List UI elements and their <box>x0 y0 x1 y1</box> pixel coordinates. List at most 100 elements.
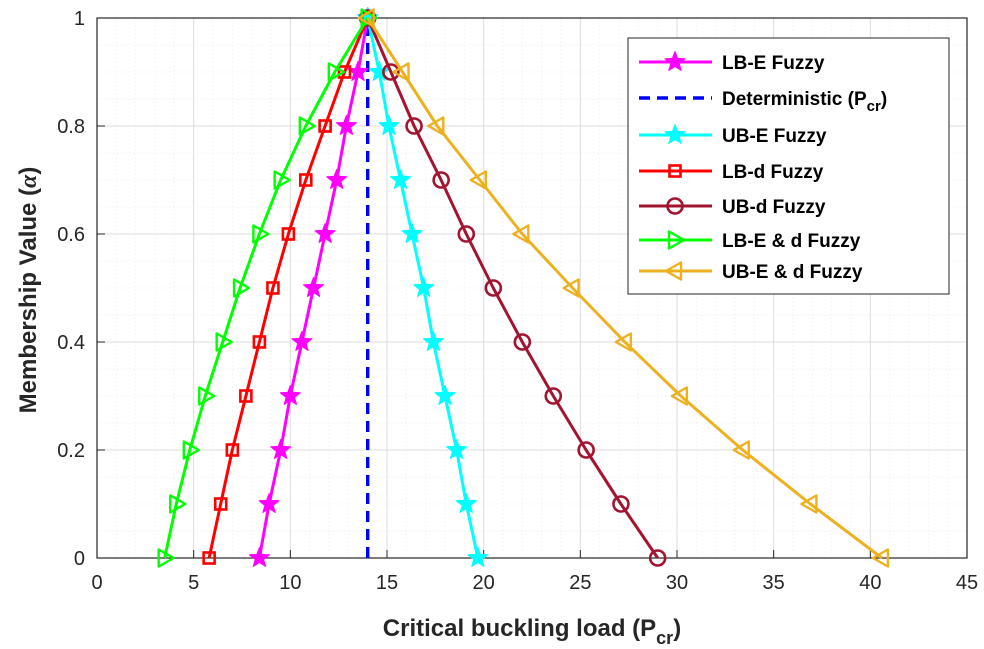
legend-item-ub-d-fuzzy: UB-d Fuzzy <box>639 197 826 218</box>
data-point <box>562 278 580 298</box>
x-tick-label: 40 <box>859 572 881 594</box>
x-tick-label: 25 <box>569 572 591 594</box>
y-tick-label: 0.8 <box>57 116 85 138</box>
data-point <box>413 277 435 297</box>
legend-label: UB-E Fuzzy <box>722 126 827 147</box>
data-point <box>298 116 316 136</box>
data-point <box>800 494 818 514</box>
x-tick-label: 20 <box>473 572 495 594</box>
data-point <box>266 281 280 295</box>
series-line <box>207 17 370 559</box>
series-ub-e-fuzzy <box>357 7 489 567</box>
y-axis-label: Membership Value (α) <box>15 167 42 414</box>
x-tick-label: 30 <box>666 572 688 594</box>
series-line <box>163 17 369 559</box>
legend-marker <box>664 51 686 71</box>
legend-item-lb-e-fuzzy: LB-E Fuzzy <box>639 51 825 74</box>
data-point <box>213 497 228 511</box>
legend-label: Deterministic (Pcr) <box>722 89 887 115</box>
data-point <box>279 385 301 405</box>
series-group <box>157 7 890 568</box>
legend-item-lb-d-fuzzy: LB-d Fuzzy <box>639 162 824 183</box>
data-point <box>326 169 348 189</box>
data-point <box>390 169 411 189</box>
data-point <box>512 224 530 244</box>
data-point <box>457 225 476 243</box>
data-point <box>427 116 445 136</box>
legend-label: UB-E & d Fuzzy <box>722 262 863 283</box>
data-point <box>298 173 313 187</box>
data-point <box>215 332 233 352</box>
data-point <box>239 389 253 403</box>
data-point <box>182 440 201 460</box>
data-point <box>434 385 456 405</box>
data-point <box>732 440 750 460</box>
data-point <box>291 331 313 351</box>
data-point <box>273 170 291 190</box>
data-point <box>392 62 410 82</box>
data-point <box>157 548 175 568</box>
data-point <box>382 63 400 81</box>
data-point <box>432 171 450 189</box>
data-point <box>252 335 267 349</box>
legend-item-ub-e-d-fuzzy: UB-E & d Fuzzy <box>639 261 863 283</box>
legend-item-ub-e-fuzzy: UB-E Fuzzy <box>639 124 827 147</box>
x-tick-label: 45 <box>956 572 978 594</box>
data-point <box>270 439 292 459</box>
legend-label: LB-E Fuzzy <box>722 53 825 74</box>
data-point <box>327 62 345 82</box>
y-tick-label: 1 <box>74 8 85 30</box>
legend-item-lb-e-d-fuzzy: LB-E & d Fuzzy <box>639 230 861 252</box>
y-axis-ticks: 0 0.2 0.4 0.6 0.8 1 <box>57 8 105 570</box>
series-line <box>366 17 659 559</box>
data-point <box>544 387 563 405</box>
data-point <box>670 386 689 406</box>
data-point <box>469 170 487 190</box>
data-point <box>248 547 270 567</box>
data-point <box>169 494 187 514</box>
legend-marker <box>668 164 682 178</box>
data-point <box>871 548 890 568</box>
data-point <box>202 551 216 565</box>
x-tick-label: 5 <box>188 572 199 594</box>
data-point <box>513 333 532 351</box>
data-point <box>612 495 630 513</box>
data-point <box>198 386 216 406</box>
data-point <box>357 8 375 28</box>
data-point <box>318 119 332 133</box>
plot-area <box>96 17 968 559</box>
series-lb-d-fuzzy <box>202 11 375 565</box>
x-tick-label: 0 <box>91 572 102 594</box>
y-tick-label: 0.4 <box>57 332 85 354</box>
y-tick-label: 0 <box>74 548 85 570</box>
data-point <box>467 547 489 567</box>
data-point <box>455 493 477 513</box>
series-ub-e-d-fuzzy <box>357 8 890 568</box>
y-tick-label: 0.2 <box>57 440 85 462</box>
data-point <box>446 439 468 459</box>
data-point <box>378 115 400 135</box>
data-point <box>401 223 423 243</box>
series-lb-e-d-fuzzy <box>157 8 378 568</box>
data-point <box>232 278 251 298</box>
series-lb-e-fuzzy <box>248 7 379 567</box>
data-point <box>422 331 444 351</box>
legend-marker <box>667 230 686 250</box>
y-tick-label: 0.6 <box>57 224 85 246</box>
data-point <box>314 223 336 243</box>
legend-marker <box>664 261 683 281</box>
x-axis-label: Critical buckling load (Pcr) <box>383 615 681 648</box>
series-line <box>366 17 883 560</box>
data-point <box>252 224 270 244</box>
x-tick-label: 35 <box>763 572 785 594</box>
data-point <box>405 117 423 135</box>
legend: LB-E Fuzzy Deterministic (Pcr) UB-E Fuzzy L… <box>627 37 950 295</box>
series-ub-d-fuzzy <box>358 9 667 567</box>
legend-item-deterministic-p: Deterministic (Pcr) <box>639 89 887 115</box>
data-point <box>258 493 280 513</box>
legend-label: LB-E & d Fuzzy <box>722 231 861 252</box>
x-tick-label: 10 <box>279 572 301 594</box>
data-point <box>648 549 667 567</box>
data-point <box>225 443 240 457</box>
